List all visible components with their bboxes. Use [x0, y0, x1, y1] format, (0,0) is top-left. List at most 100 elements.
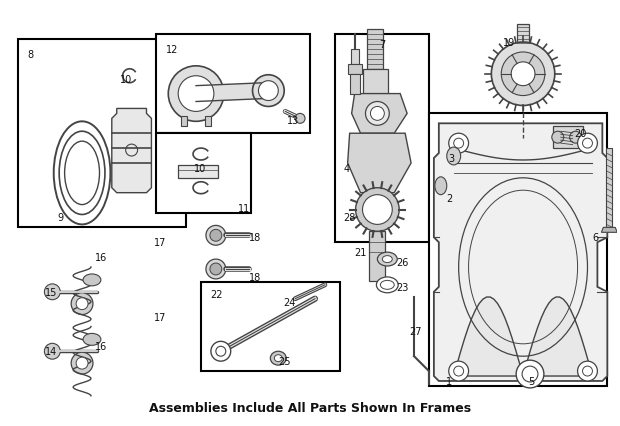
Circle shape [363, 195, 392, 225]
Circle shape [578, 134, 598, 154]
Text: 28: 28 [343, 213, 356, 223]
Text: 10: 10 [120, 75, 132, 84]
Ellipse shape [435, 177, 447, 195]
Ellipse shape [270, 351, 286, 365]
Circle shape [295, 114, 305, 124]
Bar [178, 166, 218, 178]
Text: 23: 23 [396, 282, 409, 292]
Text: 18: 18 [249, 233, 261, 243]
Circle shape [552, 132, 564, 144]
Circle shape [502, 53, 545, 96]
Bar [370, 232, 385, 281]
Text: 14: 14 [45, 346, 58, 357]
Text: 25: 25 [278, 357, 291, 366]
Text: 22: 22 [210, 289, 223, 299]
Circle shape [492, 43, 555, 106]
Text: 17: 17 [154, 312, 167, 322]
Bar [429, 114, 608, 386]
Ellipse shape [206, 226, 226, 246]
Text: 24: 24 [283, 297, 296, 307]
Text: 12: 12 [166, 45, 179, 55]
Polygon shape [434, 124, 608, 381]
Polygon shape [454, 297, 593, 376]
Text: 27: 27 [409, 327, 422, 337]
Circle shape [210, 263, 222, 275]
Text: 8: 8 [27, 50, 33, 60]
Circle shape [511, 63, 535, 86]
Text: 1: 1 [446, 376, 452, 386]
Ellipse shape [380, 281, 394, 290]
Circle shape [522, 366, 538, 382]
Polygon shape [112, 109, 151, 193]
Text: 7: 7 [379, 40, 386, 50]
Text: 19: 19 [503, 38, 515, 48]
Bar [553, 127, 583, 149]
Bar [348, 65, 361, 75]
Text: 5: 5 [528, 376, 534, 386]
Circle shape [583, 366, 593, 376]
Ellipse shape [376, 277, 398, 293]
Text: 11: 11 [237, 203, 250, 213]
Ellipse shape [274, 355, 282, 362]
Ellipse shape [83, 334, 101, 345]
Circle shape [449, 361, 469, 381]
Text: 6: 6 [593, 233, 598, 243]
Text: 16: 16 [95, 253, 107, 262]
Bar [201, 282, 340, 371]
Ellipse shape [71, 293, 93, 315]
Ellipse shape [83, 274, 101, 286]
Text: 4: 4 [343, 164, 350, 173]
Circle shape [45, 343, 60, 359]
Bar [606, 149, 613, 228]
Circle shape [216, 346, 226, 357]
Ellipse shape [76, 298, 88, 310]
Ellipse shape [383, 256, 392, 263]
Circle shape [516, 360, 544, 388]
Ellipse shape [206, 259, 226, 279]
Text: 13: 13 [287, 116, 299, 126]
Bar [363, 69, 388, 94]
Bar [368, 30, 383, 69]
Ellipse shape [71, 352, 93, 374]
Circle shape [371, 107, 384, 121]
Text: 3: 3 [449, 154, 455, 164]
Bar [156, 35, 310, 134]
Circle shape [449, 134, 469, 154]
Bar [350, 75, 360, 94]
Bar [17, 40, 186, 228]
Bar [351, 50, 358, 65]
Ellipse shape [447, 148, 461, 166]
Bar [517, 25, 529, 47]
Text: 17: 17 [154, 238, 167, 248]
Text: 20: 20 [575, 129, 587, 139]
Circle shape [454, 139, 464, 149]
Text: 26: 26 [396, 257, 409, 268]
Circle shape [252, 75, 284, 107]
Circle shape [168, 67, 224, 122]
Bar [205, 117, 211, 127]
Text: 2: 2 [446, 193, 452, 203]
Text: 21: 21 [355, 248, 367, 258]
Circle shape [211, 342, 231, 361]
Text: 15: 15 [45, 287, 58, 297]
Circle shape [454, 366, 464, 376]
Ellipse shape [76, 357, 88, 369]
Text: 16: 16 [95, 342, 107, 351]
Circle shape [178, 77, 214, 112]
Circle shape [570, 132, 582, 144]
Polygon shape [348, 134, 411, 193]
Text: 9: 9 [57, 213, 63, 223]
Circle shape [366, 102, 389, 126]
Ellipse shape [378, 253, 397, 266]
Circle shape [259, 81, 278, 101]
Text: 10: 10 [194, 164, 206, 173]
Circle shape [210, 230, 222, 242]
Polygon shape [352, 94, 407, 134]
Bar [156, 134, 250, 213]
Text: Assemblies Include All Parts Shown In Frames: Assemblies Include All Parts Shown In Fr… [149, 401, 471, 414]
Bar [335, 35, 429, 243]
Polygon shape [601, 228, 618, 233]
Circle shape [45, 284, 60, 300]
Bar [181, 117, 187, 127]
Circle shape [578, 361, 598, 381]
